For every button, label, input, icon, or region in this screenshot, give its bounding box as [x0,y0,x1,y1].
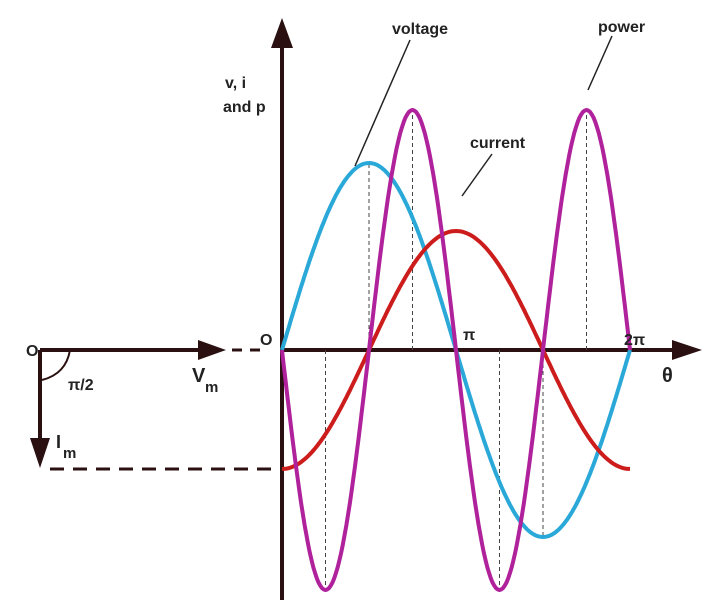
tick-label: 2π [624,332,645,349]
angle-arc [41,349,71,381]
origin: O [26,343,38,360]
vm-label: V [192,365,206,387]
vm-arrow [198,340,226,360]
curves [280,107,632,593]
pointer [587,35,613,91]
pointer [354,39,411,167]
axis-label: and p [223,99,266,116]
im-sub: m [63,445,76,462]
label: current [470,135,526,152]
im-arrow [30,438,50,468]
vm-sub: m [205,379,218,396]
power-curve [280,107,632,593]
pointer [461,153,493,197]
axis-label: v, i [225,75,246,92]
origin: O [260,332,272,349]
label: voltage [392,21,448,38]
tick-label: π [463,327,475,344]
x-arrow [672,340,702,360]
angle-label: π/2 [68,377,94,394]
im-label: I [56,432,61,452]
current-curve [281,228,631,471]
axis-title: θ [662,365,673,387]
y-arrow [271,18,293,48]
label: power [598,19,645,36]
